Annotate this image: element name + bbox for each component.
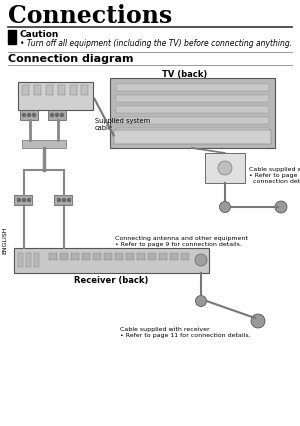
Circle shape	[251, 314, 265, 328]
Bar	[49, 253, 57, 260]
Bar	[82, 253, 90, 260]
Bar	[54, 195, 72, 205]
Bar	[205, 153, 245, 183]
Bar	[159, 253, 167, 260]
Bar	[26, 253, 31, 267]
Bar	[181, 253, 189, 260]
Text: Connections: Connections	[8, 4, 172, 28]
Circle shape	[275, 201, 287, 213]
Bar	[70, 85, 77, 95]
Bar	[116, 106, 269, 113]
Circle shape	[56, 113, 58, 116]
Bar	[46, 85, 53, 95]
Bar	[116, 117, 269, 124]
Text: Supplied system
cable: Supplied system cable	[95, 118, 150, 131]
Bar	[148, 253, 156, 260]
Text: TV (back): TV (back)	[162, 70, 208, 79]
Bar	[22, 140, 66, 148]
Bar	[116, 95, 269, 102]
Bar	[126, 253, 134, 260]
Circle shape	[17, 199, 20, 201]
Bar	[104, 253, 112, 260]
Bar	[58, 85, 65, 95]
Circle shape	[62, 199, 65, 201]
Bar	[116, 84, 269, 91]
Text: Connecting antenna and other equipment
• Refer to page 9 for connection details.: Connecting antenna and other equipment •…	[115, 236, 248, 247]
Text: Connection diagram: Connection diagram	[8, 54, 134, 64]
Text: Cable supplied with receiver
• Refer to page 11 for connection details.: Cable supplied with receiver • Refer to …	[120, 327, 250, 338]
Circle shape	[28, 199, 31, 201]
Circle shape	[218, 161, 232, 175]
Bar	[18, 253, 23, 267]
Bar	[170, 253, 178, 260]
Bar	[93, 253, 101, 260]
Circle shape	[32, 113, 35, 116]
Text: • Turn off all equipment (including the TV) before connecting anything.: • Turn off all equipment (including the …	[20, 39, 292, 48]
Bar	[22, 85, 29, 95]
Bar	[48, 110, 66, 120]
Bar	[8, 30, 16, 44]
Text: Receiver (back): Receiver (back)	[74, 276, 148, 285]
Text: ENGLISH: ENGLISH	[2, 226, 8, 254]
Text: Caution: Caution	[20, 30, 59, 39]
Circle shape	[50, 113, 53, 116]
Bar	[71, 253, 79, 260]
Circle shape	[196, 296, 206, 306]
Circle shape	[22, 199, 26, 201]
Bar	[14, 195, 32, 205]
Bar	[115, 253, 123, 260]
Bar	[114, 130, 271, 144]
Text: Cable supplied with TV
• Refer to page 11 for
  connection details.: Cable supplied with TV • Refer to page 1…	[249, 167, 300, 184]
Bar	[137, 253, 145, 260]
Bar	[34, 253, 39, 267]
Bar	[110, 78, 275, 148]
Circle shape	[68, 199, 70, 201]
Circle shape	[22, 113, 26, 116]
Bar	[60, 253, 68, 260]
Circle shape	[58, 199, 61, 201]
Bar	[18, 82, 93, 110]
Bar	[14, 248, 209, 273]
Circle shape	[220, 201, 230, 213]
Circle shape	[195, 254, 207, 266]
Circle shape	[28, 113, 31, 116]
Bar	[20, 110, 38, 120]
Bar	[116, 128, 269, 135]
Circle shape	[61, 113, 64, 116]
Bar	[34, 85, 41, 95]
Bar	[81, 85, 88, 95]
